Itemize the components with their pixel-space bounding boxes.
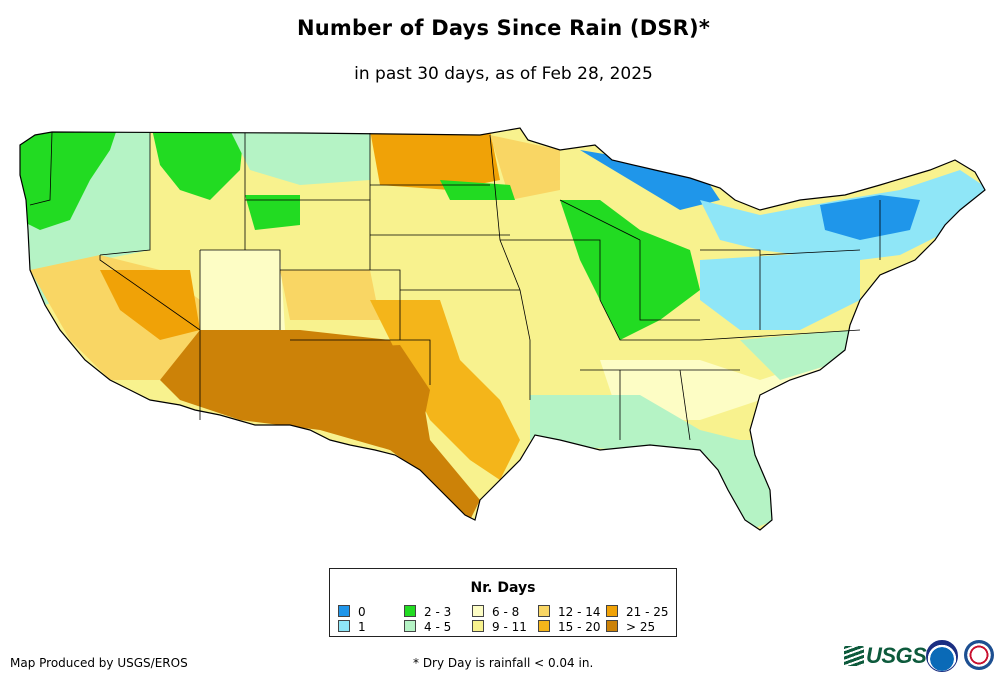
region-utah bbox=[200, 250, 285, 330]
producer-credit: Map Produced by USGS/EROS bbox=[10, 656, 188, 670]
region-nevada bbox=[100, 270, 200, 340]
region-florida bbox=[700, 440, 775, 530]
region-northern-rockies bbox=[150, 128, 245, 200]
noaa-logo bbox=[926, 640, 958, 672]
region-northeast bbox=[820, 195, 920, 240]
nws-logo bbox=[964, 640, 994, 670]
region-mid-atlantic bbox=[700, 250, 860, 330]
legend-item: 9 - 11 bbox=[472, 620, 527, 634]
region-montana bbox=[230, 130, 370, 185]
region-upper-midwest bbox=[560, 200, 700, 340]
map-title: Number of Days Since Rain (DSR)* bbox=[296, 16, 711, 40]
legend-item: 0 bbox=[338, 605, 366, 619]
region-texas-panhandle bbox=[310, 345, 430, 450]
legend-swatch bbox=[404, 620, 416, 632]
us-map bbox=[19, 127, 986, 531]
region-great-lakes bbox=[580, 150, 720, 210]
legend-item: 4 - 5 bbox=[404, 620, 451, 634]
region-wyoming-green bbox=[245, 195, 300, 230]
region-carolinas bbox=[740, 330, 850, 380]
region-minnesota-north bbox=[490, 135, 560, 200]
legend-item: 12 - 14 bbox=[538, 605, 601, 619]
legend-swatch bbox=[606, 605, 618, 617]
legend-title: Nr. Days bbox=[470, 580, 536, 596]
legend-item: 15 - 20 bbox=[538, 620, 601, 634]
legend-item: 21 - 25 bbox=[606, 605, 669, 619]
legend-item: > 25 bbox=[606, 620, 655, 634]
legend-swatch bbox=[538, 605, 550, 617]
region-north-dakota bbox=[370, 130, 500, 190]
legend-swatch bbox=[538, 620, 550, 632]
dry-day-footnote: * Dry Day is rainfall < 0.04 in. bbox=[413, 656, 594, 670]
region-colorado bbox=[280, 270, 380, 320]
region-pacific-northwest bbox=[20, 128, 120, 230]
map-subtitle: in past 30 days, as of Feb 28, 2025 bbox=[354, 64, 653, 84]
legend-swatch bbox=[338, 605, 350, 617]
legend-swatch bbox=[338, 620, 350, 632]
region-southern-plains bbox=[370, 300, 520, 480]
legend-item: 6 - 8 bbox=[472, 605, 519, 619]
usgs-waves-icon bbox=[844, 646, 864, 666]
legend: Nr. Days 0 1 2 - 3 4 - 5 6 - 8 9 - 11 12… bbox=[329, 568, 677, 637]
legend-swatch bbox=[404, 605, 416, 617]
legend-item: 2 - 3 bbox=[404, 605, 451, 619]
legend-swatch bbox=[606, 620, 618, 632]
legend-item: 1 bbox=[338, 620, 366, 634]
usgs-logo: USGS bbox=[844, 643, 927, 669]
legend-swatch bbox=[472, 605, 484, 617]
state-boundaries bbox=[29, 131, 881, 441]
legend-swatch bbox=[472, 620, 484, 632]
